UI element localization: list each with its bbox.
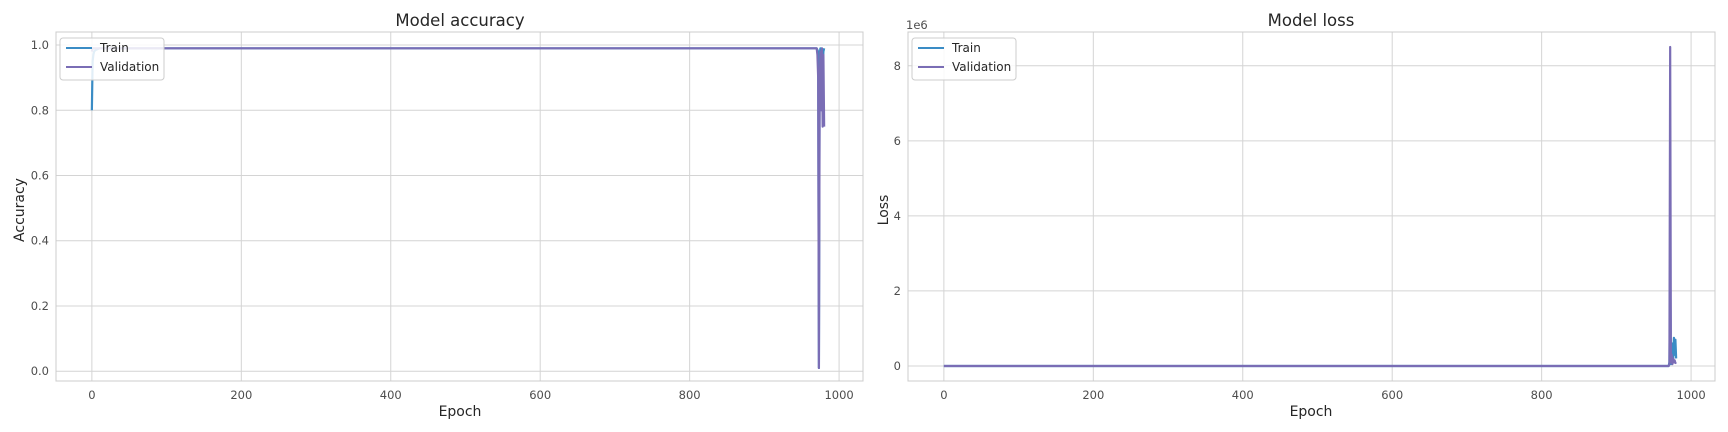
x-tick-label: 0 [88, 388, 95, 402]
y-tick-label: 0 [894, 359, 901, 373]
y-tick-label: 8 [894, 59, 901, 73]
plot-frame [907, 31, 1716, 382]
legend-label-validation: Validation [952, 60, 1011, 74]
y-tick-label: 2 [894, 284, 901, 298]
series-lines [90, 47, 826, 370]
x-tick-label: 600 [1381, 388, 1403, 402]
x-tick-label: 200 [230, 388, 252, 402]
legend: Train Validation [911, 37, 1017, 81]
x-tick-label: 1000 [824, 388, 853, 402]
series-line-train [943, 271, 1678, 368]
y-axis-label: Accuracy [12, 178, 28, 242]
x-tick-label: 400 [1232, 388, 1254, 402]
x-tick-label: 200 [1082, 388, 1104, 402]
tick-labels: 0 200 400 600 800 1000 0 2 4 6 8 [894, 59, 1706, 402]
series-line-validation [90, 47, 826, 370]
loss-chart: Model loss Epoch Loss 1e6 0 200 400 600 800 1… [876, 11, 1716, 420]
y-tick-label: 1.0 [31, 38, 49, 52]
series-lines [943, 45, 1678, 368]
series-line-train [90, 47, 826, 370]
x-axis-label: Epoch [439, 404, 482, 420]
y-axis-offset-label: 1e6 [906, 18, 928, 32]
plot-frame [55, 31, 864, 382]
legend: Train Validation [59, 37, 165, 81]
y-tick-label: 0.4 [31, 234, 49, 248]
legend-label-train: Train [99, 41, 129, 55]
x-tick-label: 800 [1531, 388, 1553, 402]
x-axis-label: Epoch [1290, 404, 1333, 420]
accuracy-chart: Model accuracy Epoch Accuracy 0 200 400 600… [12, 11, 864, 420]
x-tick-label: 0 [940, 388, 947, 402]
tick-labels: 0 200 400 600 800 1000 0.0 0.2 0.4 0.6 0.8 1.0 [31, 38, 854, 402]
y-axis-label: Loss [876, 195, 892, 226]
x-tick-label: 1000 [1676, 388, 1705, 402]
grid [908, 32, 1715, 381]
x-tick-label: 600 [529, 388, 551, 402]
chart-title: Model accuracy [395, 11, 524, 30]
y-tick-label: 0.8 [31, 103, 49, 117]
y-tick-label: 0.2 [31, 299, 49, 313]
x-tick-label: 400 [380, 388, 402, 402]
grid [56, 32, 863, 381]
y-tick-label: 4 [894, 209, 901, 223]
legend-label-validation: Validation [100, 60, 159, 74]
y-tick-label: 0.6 [31, 169, 49, 183]
y-tick-label: 6 [894, 134, 901, 148]
chart-title: Model loss [1268, 11, 1355, 30]
legend-label-train: Train [951, 41, 981, 55]
x-tick-label: 800 [679, 388, 701, 402]
series-line-validation [943, 45, 1677, 368]
y-tick-label: 0.0 [31, 364, 49, 378]
